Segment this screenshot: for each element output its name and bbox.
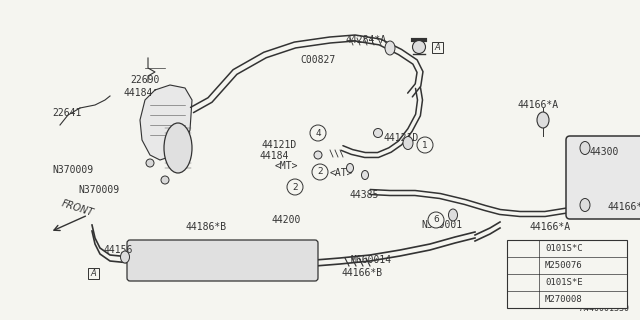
FancyBboxPatch shape	[566, 136, 640, 219]
Circle shape	[515, 242, 529, 255]
Text: 22690: 22690	[130, 75, 159, 85]
Ellipse shape	[346, 164, 353, 172]
Text: M660014: M660014	[351, 255, 392, 265]
Bar	[88, 268, 99, 278]
Text: 44186*B: 44186*B	[185, 222, 226, 232]
Text: 44284*A: 44284*A	[345, 35, 386, 45]
Ellipse shape	[164, 123, 192, 173]
Ellipse shape	[161, 176, 169, 184]
Bar	[431, 42, 442, 52]
Text: N350001: N350001	[421, 220, 462, 230]
Text: N370009: N370009	[52, 165, 93, 175]
Circle shape	[515, 276, 529, 290]
Text: <AT>: <AT>	[330, 168, 353, 178]
Bar	[507, 240, 627, 308]
Text: 4: 4	[520, 295, 525, 304]
Text: M250076: M250076	[545, 261, 582, 270]
Ellipse shape	[403, 137, 413, 149]
Ellipse shape	[120, 251, 129, 263]
Text: A: A	[434, 43, 440, 52]
Text: 44166*A: 44166*A	[518, 100, 559, 110]
Text: 2: 2	[292, 182, 298, 191]
Circle shape	[417, 137, 433, 153]
Text: 44385: 44385	[349, 190, 378, 200]
Text: 44184: 44184	[124, 88, 154, 98]
Text: 44166*A: 44166*A	[607, 202, 640, 212]
Circle shape	[428, 212, 444, 228]
Text: N370009: N370009	[78, 185, 119, 195]
Text: A: A	[90, 268, 96, 277]
FancyBboxPatch shape	[127, 240, 318, 281]
Ellipse shape	[413, 41, 426, 53]
Ellipse shape	[385, 41, 395, 55]
Text: M270008: M270008	[545, 295, 582, 304]
Ellipse shape	[374, 129, 383, 138]
Ellipse shape	[537, 112, 549, 128]
Text: 44300: 44300	[590, 147, 620, 157]
Text: 4: 4	[315, 129, 321, 138]
Circle shape	[312, 164, 328, 180]
Circle shape	[515, 259, 529, 273]
Text: 44166*A: 44166*A	[530, 222, 571, 232]
Text: A440001330: A440001330	[580, 304, 630, 313]
Circle shape	[287, 179, 303, 195]
Text: <MT>: <MT>	[275, 161, 298, 171]
Text: FRONT: FRONT	[60, 198, 95, 218]
Text: 1: 1	[520, 244, 525, 253]
Text: 44121D: 44121D	[261, 140, 296, 150]
Ellipse shape	[431, 217, 442, 228]
Ellipse shape	[580, 141, 590, 155]
Circle shape	[310, 125, 326, 141]
Text: 2: 2	[317, 167, 323, 177]
Text: 44121D: 44121D	[384, 133, 419, 143]
Text: 6: 6	[433, 215, 439, 225]
Text: 44184: 44184	[259, 151, 289, 161]
Text: 44166*B: 44166*B	[342, 268, 383, 278]
Text: 44200: 44200	[271, 215, 300, 225]
Text: 0101S*C: 0101S*C	[545, 244, 582, 253]
Ellipse shape	[449, 209, 458, 221]
Ellipse shape	[146, 159, 154, 167]
Circle shape	[515, 292, 529, 307]
Text: 1: 1	[422, 140, 428, 149]
Text: 3: 3	[519, 278, 525, 287]
Text: 0101S*E: 0101S*E	[545, 278, 582, 287]
Text: 22641: 22641	[52, 108, 81, 118]
Text: C00827: C00827	[300, 55, 335, 65]
Ellipse shape	[314, 151, 322, 159]
Text: 2: 2	[520, 261, 525, 270]
Ellipse shape	[580, 198, 590, 212]
Text: 44156: 44156	[103, 245, 132, 255]
Ellipse shape	[362, 171, 369, 180]
Polygon shape	[140, 85, 192, 160]
